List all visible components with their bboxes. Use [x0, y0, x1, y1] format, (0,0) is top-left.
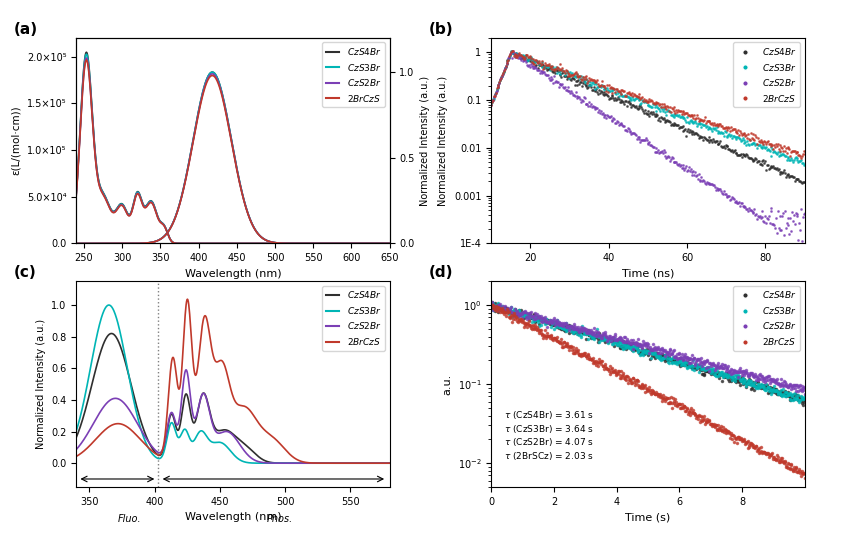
Y-axis label: Normalized Intensity (a.u.): Normalized Intensity (a.u.): [36, 319, 46, 449]
Y-axis label: ε(L/(mol·cm)): ε(L/(mol·cm)): [11, 106, 21, 175]
Legend: $\it{CzS4Br}$, $\it{CzS3Br}$, $\it{CzS2Br}$, $\it{2BrCzS}$: $\it{CzS4Br}$, $\it{CzS3Br}$, $\it{CzS2B…: [733, 42, 800, 107]
X-axis label: Time (ns): Time (ns): [622, 269, 674, 279]
Text: Fluo.: Fluo.: [118, 513, 141, 524]
X-axis label: Wavelength (nm): Wavelength (nm): [185, 269, 281, 279]
X-axis label: Wavelength (nm): Wavelength (nm): [185, 512, 281, 522]
Legend: $\it{CzS4Br}$, $\it{CzS3Br}$, $\it{CzS2Br}$, $\it{2BrCzS}$: $\it{CzS4Br}$, $\it{CzS3Br}$, $\it{CzS2B…: [733, 286, 800, 351]
Text: Phos.: Phos.: [267, 513, 293, 524]
X-axis label: Time (s): Time (s): [625, 512, 671, 522]
Text: (c): (c): [14, 265, 36, 280]
Text: (a): (a): [14, 22, 37, 37]
Y-axis label: Normalized Intensity (a.u.): Normalized Intensity (a.u.): [420, 76, 430, 206]
Legend: $\it{CzS4Br}$, $\it{CzS3Br}$, $\it{CzS2Br}$, $\it{2BrCzS}$: $\it{CzS4Br}$, $\it{CzS3Br}$, $\it{CzS2B…: [323, 286, 385, 351]
Y-axis label: Normalized Intensity (a.u.): Normalized Intensity (a.u.): [439, 76, 448, 206]
Legend: $\it{CzS4Br}$, $\it{CzS3Br}$, $\it{CzS2Br}$, $\it{2BrCzS}$: $\it{CzS4Br}$, $\it{CzS3Br}$, $\it{CzS2B…: [323, 42, 385, 107]
Text: $\tau$ (CzS4Br) = 3.61 s
$\tau$ (CzS3Br) = 3.64 s
$\tau$ (CzS2Br) = 4.07 s
$\tau: $\tau$ (CzS4Br) = 3.61 s $\tau$ (CzS3Br)…: [504, 409, 594, 462]
Text: (b): (b): [429, 22, 453, 37]
Y-axis label: a.u.: a.u.: [442, 373, 452, 395]
Text: (d): (d): [429, 265, 453, 280]
